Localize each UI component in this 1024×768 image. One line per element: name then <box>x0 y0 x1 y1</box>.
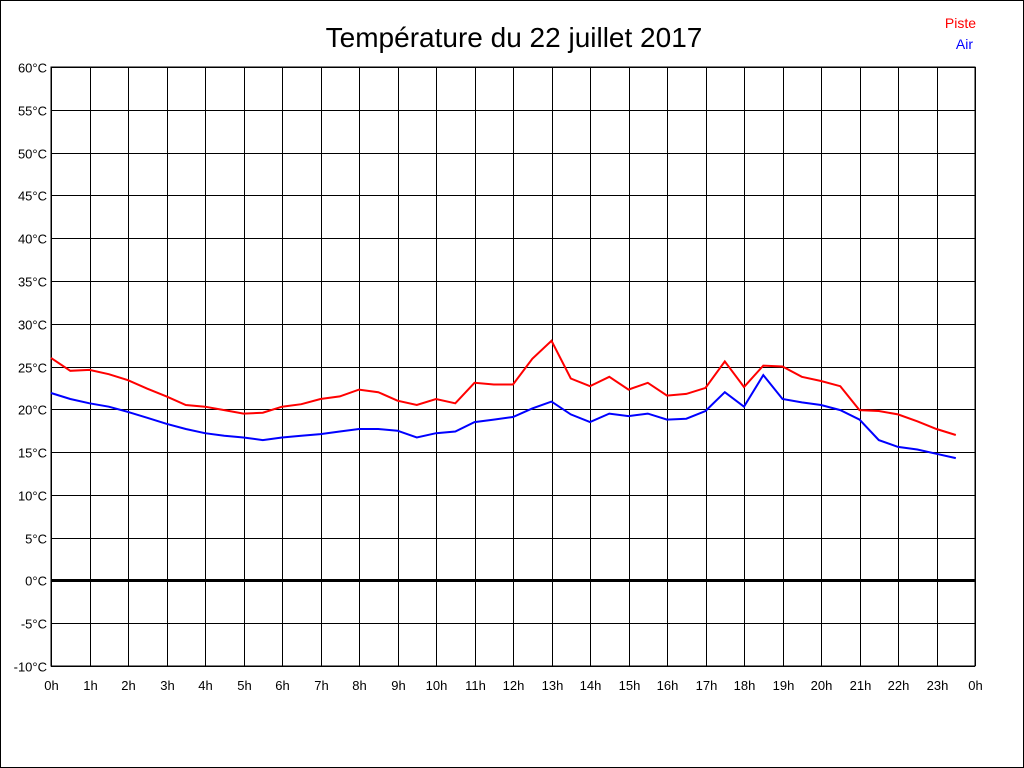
y-tick-label: 40°C <box>18 232 47 247</box>
y-tick-label: -10°C <box>14 660 47 675</box>
x-tick-label: 6h <box>275 678 289 693</box>
x-tick-label: 10h <box>426 678 448 693</box>
x-tick-label: 22h <box>888 678 910 693</box>
chart-title: Température du 22 juillet 2017 <box>326 22 703 53</box>
x-tick-label: 0h <box>44 678 58 693</box>
y-tick-label: 30°C <box>18 318 47 333</box>
y-tick-label: 0°C <box>25 574 47 589</box>
x-tick-label: 8h <box>352 678 366 693</box>
y-tick-label: 15°C <box>18 446 47 461</box>
x-tick-label: 4h <box>198 678 212 693</box>
x-tick-label: 23h <box>927 678 949 693</box>
x-tick-label: 13h <box>542 678 564 693</box>
legend-piste: Piste <box>945 15 976 31</box>
x-tick-label: 11h <box>465 678 486 693</box>
x-tick-label: 18h <box>734 678 756 693</box>
x-tick-label: 17h <box>696 678 718 693</box>
x-tick-label: 0h <box>968 678 982 693</box>
legend-air: Air <box>956 36 973 52</box>
x-tick-label: 5h <box>237 678 251 693</box>
y-tick-label: 60°C <box>18 61 47 76</box>
x-tick-label: 21h <box>850 678 872 693</box>
y-tick-label: 35°C <box>18 275 47 290</box>
x-tick-label: 2h <box>121 678 135 693</box>
x-tick-label: 9h <box>391 678 405 693</box>
x-tick-label: 14h <box>580 678 602 693</box>
series-line-piste <box>50 339 957 436</box>
x-tick-label: 1h <box>83 678 97 693</box>
y-tick-label: 5°C <box>25 532 47 547</box>
y-tick-label: 25°C <box>18 361 47 376</box>
y-tick-label: 20°C <box>18 403 47 418</box>
y-tick-label: 45°C <box>18 189 47 204</box>
x-tick-label: 3h <box>160 678 174 693</box>
y-tick-label: -5°C <box>21 617 47 632</box>
x-tick-label: 12h <box>503 678 525 693</box>
x-tick-label: 16h <box>657 678 679 693</box>
x-tick-label: 15h <box>619 678 641 693</box>
y-tick-label: 50°C <box>18 147 47 162</box>
x-tick-label: 19h <box>773 678 795 693</box>
y-tick-label: 55°C <box>18 104 47 119</box>
series-line-air <box>50 373 957 460</box>
x-tick-label: 20h <box>811 678 833 693</box>
y-tick-label: 10°C <box>18 489 47 504</box>
x-tick-label: 7h <box>314 678 328 693</box>
